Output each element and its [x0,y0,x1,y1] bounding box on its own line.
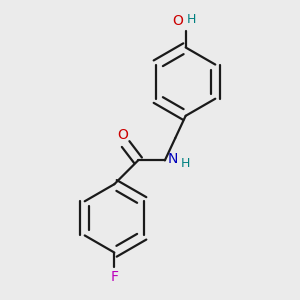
Text: F: F [110,270,118,284]
Text: O: O [117,128,128,142]
Text: H: H [180,157,190,170]
Text: O: O [172,14,183,28]
Text: H: H [187,14,196,26]
Text: N: N [167,152,178,166]
